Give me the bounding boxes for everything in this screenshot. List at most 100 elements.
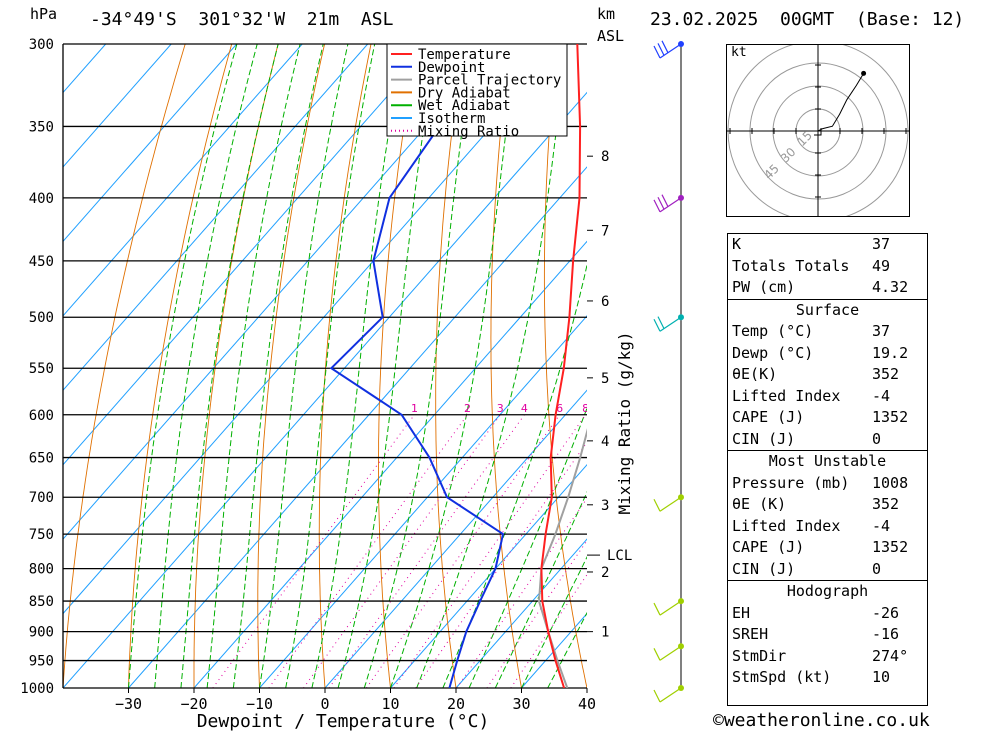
row-value: 1352	[872, 538, 909, 556]
isotherm-line	[63, 44, 172, 168]
km-tick-label: 6	[601, 294, 609, 310]
wind-barb	[653, 318, 661, 332]
hodograph-ring-label: 45	[761, 161, 782, 182]
hodograph-ring-label: 30	[778, 145, 799, 166]
pressure-lines	[63, 43, 587, 689]
indices-section: K 37 Totals Totals 49 PW (cm) 4.32	[728, 234, 927, 299]
km-tick-label: 5	[601, 371, 609, 387]
copyright-text: ©weatheronline.co.uk	[713, 710, 930, 731]
wind-barb	[653, 199, 661, 213]
row-value: 19.2	[872, 343, 909, 362]
row-value: 1008	[872, 473, 909, 492]
row-value: 37	[872, 235, 891, 253]
row-label: CAPE (J)	[732, 408, 805, 426]
x-tick-label: 40	[578, 695, 596, 713]
row-value: 49	[872, 256, 891, 275]
wind-barb-staff	[659, 645, 682, 661]
legend-label: Mixing Ratio	[418, 124, 519, 140]
pressure-tick-label: 950	[29, 654, 54, 670]
row-value: 1352	[872, 408, 909, 426]
row-label: Totals Totals	[732, 256, 850, 275]
pressure-tick-label: 800	[29, 562, 54, 578]
surface-title: Surface	[795, 300, 860, 319]
wet-adiabat-line	[494, 491, 587, 688]
pressure-tick-label: 450	[29, 254, 54, 270]
row-label: Temp (°C)	[732, 322, 814, 340]
mixing-ratio-line	[365, 414, 561, 688]
legend-label: Dewpoint	[418, 60, 485, 76]
hodograph-panel: kt 15 30 45	[726, 44, 910, 217]
row-label: EH	[732, 603, 751, 622]
wind-barb	[657, 197, 665, 210]
hodograph-row: EH -26	[728, 603, 927, 625]
isotherm-line	[63, 91, 587, 688]
hodograph-row: SREH -16	[728, 624, 927, 646]
isotherm-line	[390, 463, 587, 688]
dry-adiabat-line	[63, 44, 186, 688]
row-label: θE (K)	[732, 495, 787, 513]
mixing-ratio-label: 3	[497, 402, 504, 415]
row-label: CAPE (J)	[732, 538, 805, 556]
wind-barb	[653, 498, 661, 512]
row-label: StmSpd (kt)	[732, 668, 832, 686]
pressure-tick-label: 900	[29, 625, 54, 641]
wet-adiabat-line	[128, 44, 238, 688]
wind-barb	[653, 689, 661, 703]
row-value: -4	[872, 386, 891, 405]
wind-barb	[657, 316, 665, 329]
pressure-tick-label: 850	[29, 594, 54, 610]
isotherm-line	[259, 315, 587, 688]
row-label: StmDir	[732, 646, 787, 665]
pressure-tick-label: 650	[29, 451, 54, 467]
x-tick-label: −20	[180, 695, 207, 713]
row-label: CIN (J)	[732, 559, 796, 578]
legend-label: Parcel Trajectory	[418, 73, 561, 89]
x-tick-label: −10	[246, 695, 273, 713]
mixing-ratio-label: 4	[521, 402, 528, 415]
row-value: 352	[872, 495, 900, 513]
legend-label: Wet Adiabat	[418, 98, 511, 114]
wet-adiabat-line	[232, 44, 324, 688]
dewpoint-line	[329, 44, 505, 688]
row-label: Lifted Index	[732, 516, 841, 535]
index-row: K 37	[728, 234, 927, 256]
isotherm-line	[63, 44, 369, 392]
km-tick-label: 4	[601, 434, 609, 450]
row-label: Pressure (mb)	[732, 473, 850, 492]
legend-label: Temperature	[418, 47, 511, 63]
mixing-ratio-label: 25	[689, 402, 703, 415]
axis-layer: 3003504004505005506006507007508008509009…	[20, 37, 634, 732]
dry-adiabat-line	[646, 44, 718, 688]
km-tick-label: 2	[601, 565, 609, 581]
dry-adiabat-line	[435, 44, 465, 688]
isotherm-line	[63, 44, 500, 540]
wind-profile	[653, 40, 684, 703]
wind-barb	[653, 602, 661, 616]
series-layer: 1 2 3 4 6 8 10 15 20 25	[329, 44, 703, 688]
row-value: 4.32	[872, 278, 909, 296]
x-axis-title: Dewpoint / Temperature (°C)	[197, 711, 490, 732]
most-unstable-row: θE (K) 352	[728, 494, 927, 516]
pressure-tick-label: 600	[29, 408, 54, 424]
wet-adiabat-line	[442, 262, 587, 688]
surface-row: CIN (J) 0	[728, 429, 927, 451]
row-label: θE(K)	[732, 365, 778, 383]
row-label: CIN (J)	[732, 429, 796, 448]
row-value: 0	[872, 429, 882, 448]
pressure-tick-label: 400	[29, 191, 54, 207]
mixing-ratio-line	[393, 414, 587, 688]
dry-adiabat-line	[975, 44, 1000, 688]
mixing-ratio-label: 1	[411, 402, 418, 415]
x-tick-label: 0	[320, 695, 329, 713]
asl-unit-label: ASL	[597, 27, 625, 45]
row-value: -4	[872, 516, 891, 535]
surface-section: Temp (°C) 37 Dewp (°C) 19.2 θE(K) 352 Lifted I…	[728, 321, 927, 450]
hodograph-row: StmSpd (kt) 10	[728, 667, 927, 689]
wet-adiabat-line	[468, 406, 587, 688]
mixing-ratio-line	[510, 573, 587, 688]
surface-row: θE(K) 352	[728, 364, 927, 386]
datetime-title: 23.02.2025 00GMT (Base: 12)	[650, 9, 965, 30]
dry-adiabat-line	[257, 44, 326, 688]
wet-adiabat-line	[521, 555, 587, 688]
